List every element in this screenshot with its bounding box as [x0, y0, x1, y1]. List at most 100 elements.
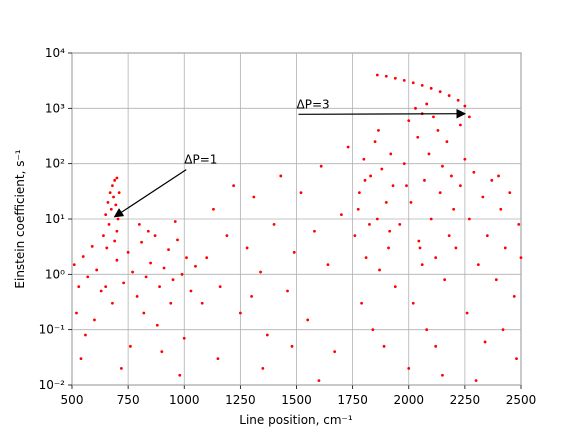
point [447, 234, 451, 238]
point [180, 272, 184, 276]
point [384, 74, 388, 78]
point [90, 244, 94, 248]
point [113, 178, 117, 182]
x-axis-label: Line position, cm⁻¹ [239, 413, 353, 427]
point [238, 311, 242, 315]
point [409, 200, 413, 204]
point [356, 207, 360, 211]
point [434, 344, 438, 348]
point [472, 170, 476, 174]
point [313, 229, 316, 233]
point [485, 234, 489, 238]
point [286, 289, 289, 293]
point [114, 203, 118, 207]
point [259, 270, 262, 274]
point [423, 178, 426, 182]
point [465, 311, 469, 315]
point [494, 278, 498, 282]
point [279, 174, 283, 178]
x-tick-label: 1000 [169, 393, 200, 407]
y-axis-label: Einstein coefficient, s⁻¹ [13, 149, 27, 288]
point [420, 83, 424, 87]
point [515, 357, 518, 360]
point [402, 78, 406, 82]
point [115, 176, 119, 180]
point [417, 239, 421, 243]
point [169, 301, 173, 305]
point [363, 178, 367, 182]
point [272, 222, 276, 226]
point [450, 174, 453, 178]
point [380, 167, 384, 171]
point [382, 344, 386, 348]
point [362, 157, 366, 161]
point [438, 90, 442, 94]
point [389, 152, 393, 156]
point [441, 373, 444, 377]
point [299, 191, 303, 194]
x-tick-label: 1250 [225, 393, 256, 407]
point [429, 217, 433, 221]
x-tick-label: 500 [61, 393, 84, 407]
y-tick-label: 10⁴ [45, 46, 65, 60]
point [162, 266, 166, 270]
point [140, 240, 143, 244]
point [252, 195, 256, 199]
point [104, 213, 108, 217]
point [176, 238, 179, 242]
point [418, 246, 422, 250]
point [131, 270, 135, 274]
point [200, 301, 204, 305]
point [463, 157, 467, 161]
point [508, 191, 512, 194]
point [445, 140, 449, 144]
point [113, 239, 117, 243]
point [467, 115, 471, 119]
point [171, 278, 175, 282]
point [250, 294, 254, 298]
point [225, 234, 229, 238]
point [86, 275, 90, 279]
point [81, 255, 85, 258]
annotation-arrow [113, 169, 187, 218]
y-tick-label: 10⁻¹ [39, 323, 66, 337]
point [111, 184, 114, 188]
point [317, 379, 321, 383]
x-tick-label: 750 [117, 393, 140, 407]
point [443, 278, 447, 282]
x-tick-label: 2250 [450, 393, 481, 407]
point [261, 366, 265, 370]
point [429, 86, 433, 90]
point [447, 94, 451, 97]
point [387, 246, 390, 250]
point [391, 184, 395, 188]
point [375, 217, 379, 221]
point [420, 263, 424, 266]
point [178, 373, 182, 377]
point [416, 135, 420, 139]
point [144, 275, 148, 279]
point [369, 174, 372, 178]
point [398, 222, 402, 226]
point [158, 285, 161, 289]
annotation: ΔP=1 [184, 153, 217, 167]
point [368, 222, 371, 226]
point [77, 285, 81, 289]
point [467, 217, 471, 221]
point [135, 294, 139, 298]
point [436, 128, 440, 132]
point [402, 162, 406, 166]
point [218, 285, 222, 289]
point [265, 333, 269, 337]
point [108, 191, 112, 194]
point [360, 301, 364, 305]
point [326, 263, 330, 266]
point [173, 220, 177, 223]
point [185, 256, 188, 260]
point [115, 229, 119, 233]
annotation-arrow [298, 108, 467, 119]
point [149, 261, 152, 265]
point [79, 357, 83, 360]
point [393, 76, 397, 80]
